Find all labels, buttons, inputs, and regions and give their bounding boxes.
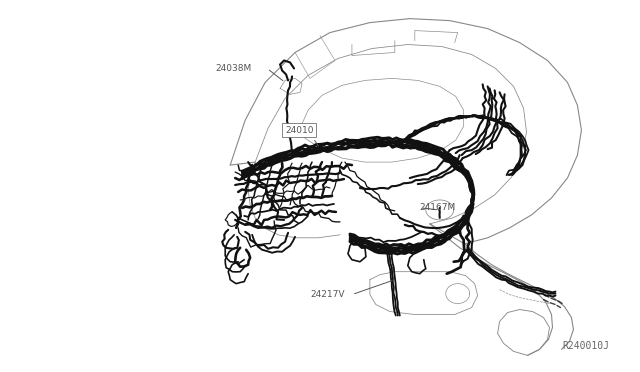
Text: 24010: 24010 <box>285 126 314 135</box>
Text: R240010J: R240010J <box>563 341 609 352</box>
Text: 24217V: 24217V <box>310 290 344 299</box>
Text: 24038M: 24038M <box>215 64 252 73</box>
Text: 24167M: 24167M <box>420 203 456 212</box>
